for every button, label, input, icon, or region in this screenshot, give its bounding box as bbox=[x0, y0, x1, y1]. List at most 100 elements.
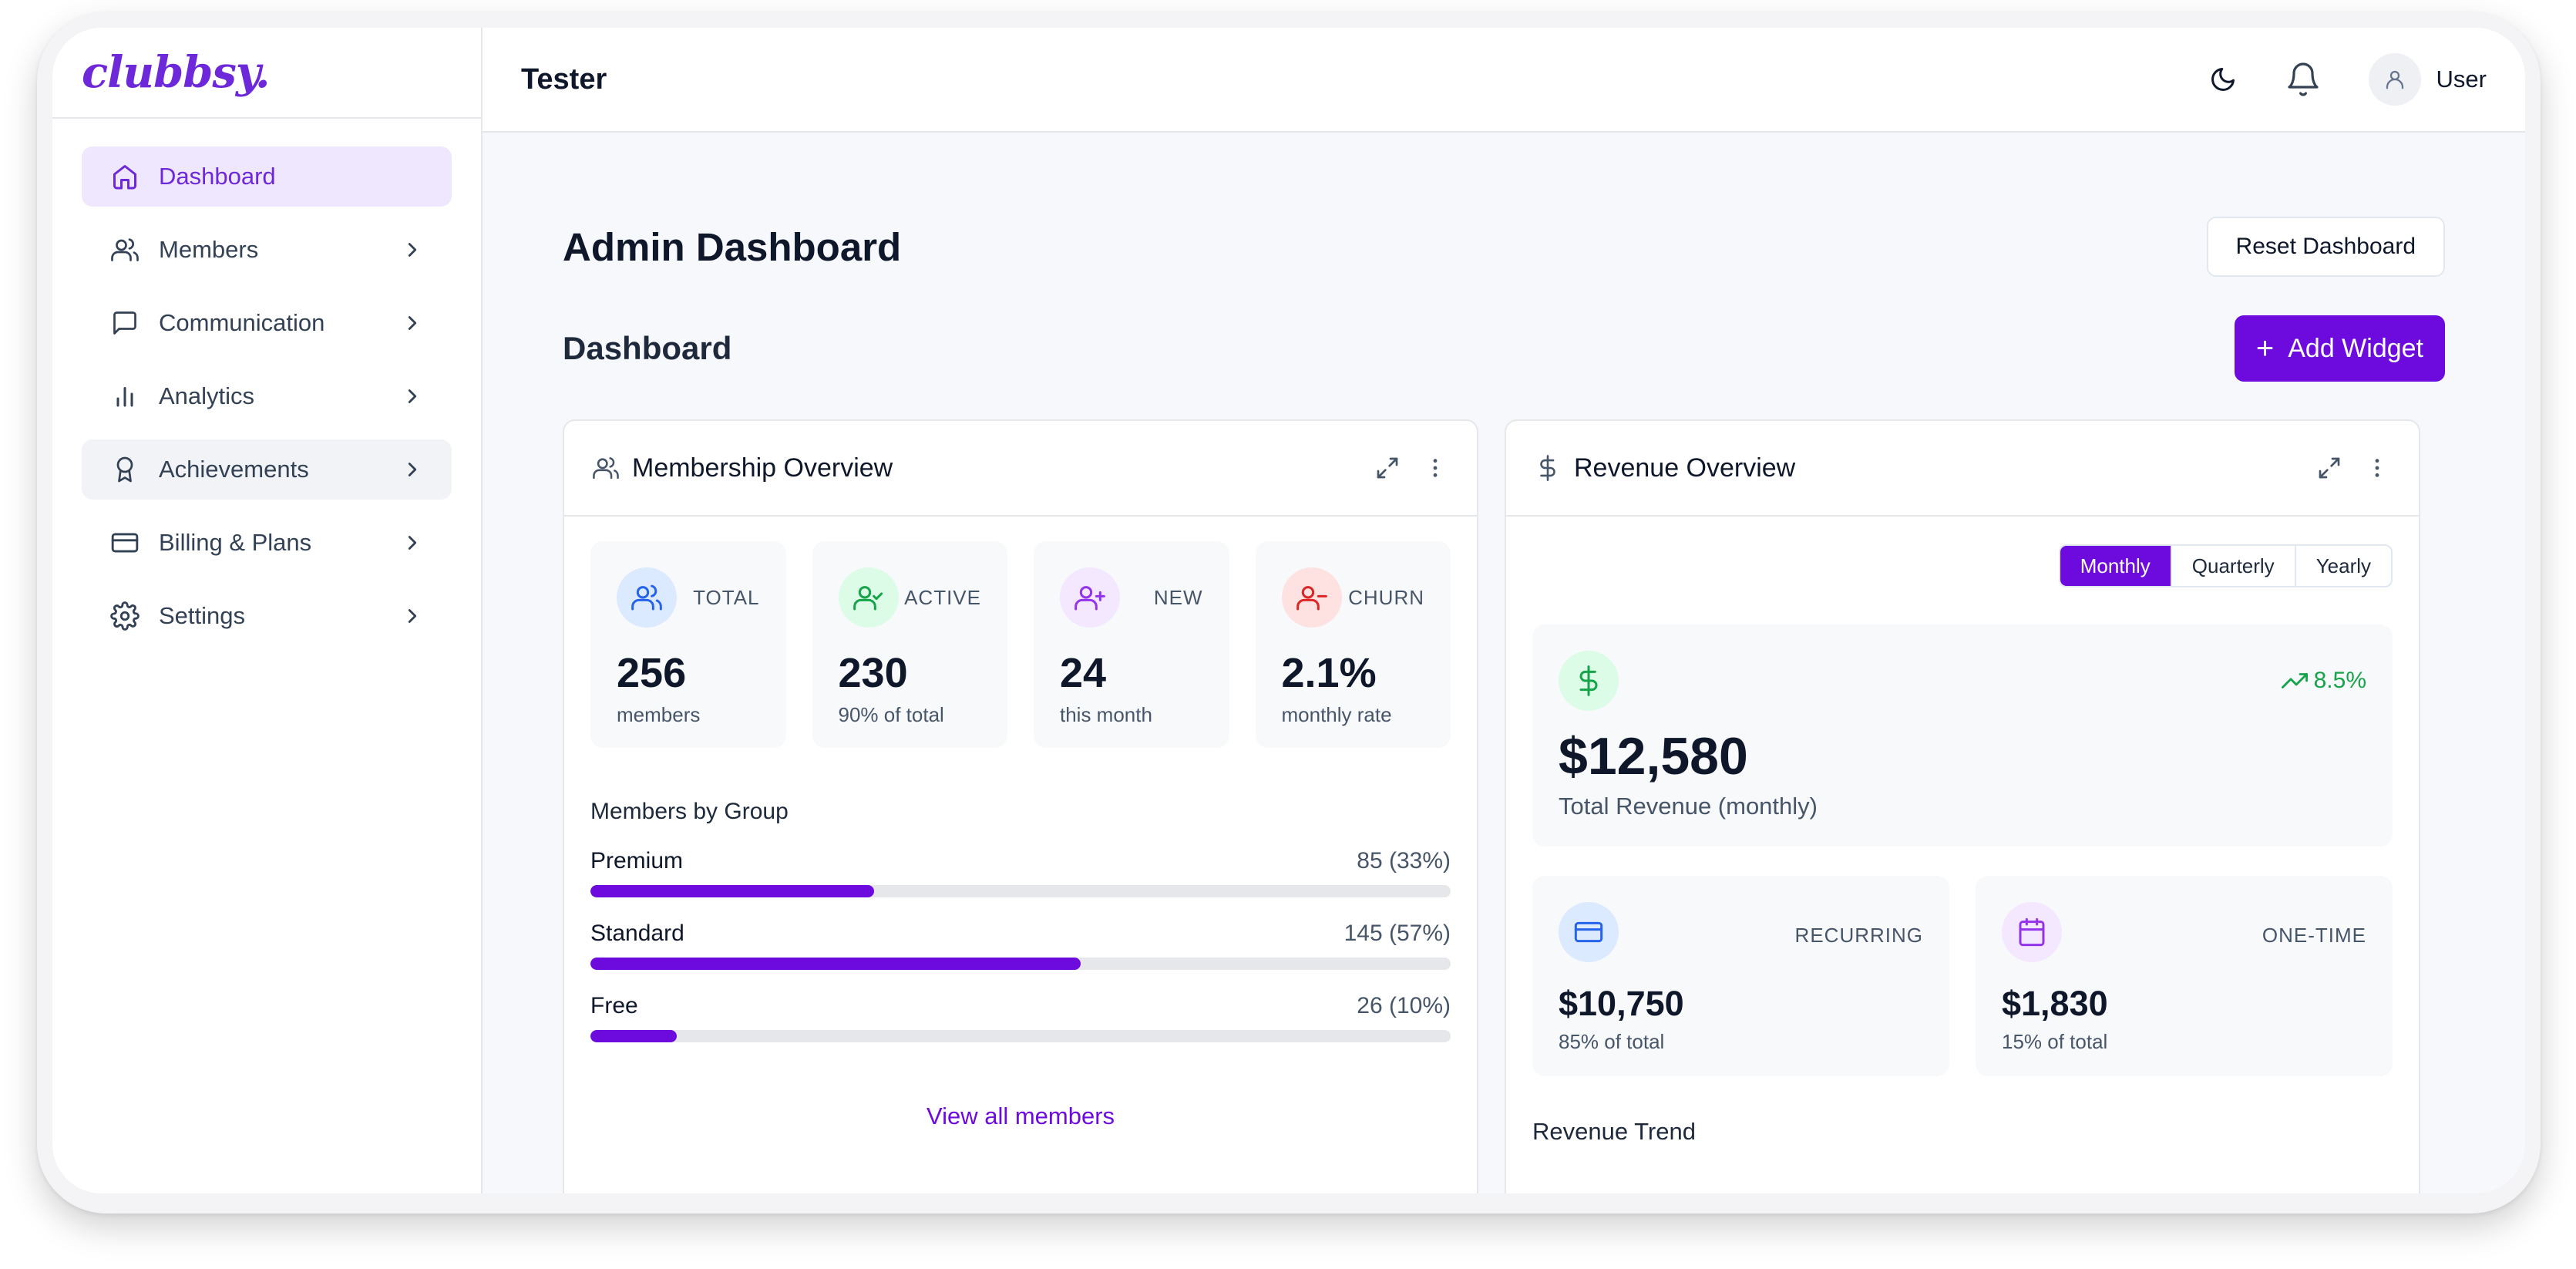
total-revenue-label: Total Revenue (monthly) bbox=[1559, 793, 1818, 820]
groups-title: Members by Group bbox=[590, 799, 789, 824]
sidebar-item-dashboard[interactable]: Dashboard bbox=[82, 146, 452, 207]
group-count: 85 (33%) bbox=[1357, 848, 1451, 873]
group-row: Standard 145 (57%) bbox=[590, 921, 1451, 970]
moon-icon bbox=[2211, 68, 2235, 91]
recurring-revenue-card: RECURRING $10,750 85% of total bbox=[1532, 876, 1949, 1076]
home-icon bbox=[109, 161, 140, 192]
header-title: Tester bbox=[521, 62, 607, 96]
bar-chart-icon bbox=[109, 381, 140, 412]
section-title: Dashboard bbox=[563, 330, 732, 366]
sidebar-item-settings[interactable]: Settings bbox=[82, 586, 452, 646]
trend-value: 8.5% bbox=[2313, 668, 2366, 693]
reset-dashboard-button[interactable]: Reset Dashboard bbox=[2206, 217, 2445, 277]
chevron-right-icon bbox=[408, 389, 417, 403]
logo-area: clubbsy. bbox=[52, 28, 481, 119]
avatar bbox=[2368, 53, 2421, 106]
top-header: Tester User bbox=[483, 28, 2525, 133]
one-time-value: $1,830 bbox=[2002, 984, 2108, 1023]
calendar-icon bbox=[2002, 902, 2062, 962]
revenue-trend-title: Revenue Trend bbox=[1532, 1118, 1696, 1145]
progress-fill bbox=[590, 885, 875, 897]
stat-card-total: TOTAL 256 members bbox=[590, 541, 786, 748]
credit-card-icon bbox=[1559, 902, 1619, 962]
chevron-right-icon bbox=[408, 463, 417, 476]
user-menu[interactable]: User bbox=[2368, 53, 2487, 106]
group-name: Standard bbox=[590, 921, 684, 946]
sidebar-item-communication[interactable]: Communication bbox=[82, 293, 452, 353]
progress-fill bbox=[590, 958, 1081, 970]
theme-toggle-button[interactable] bbox=[2196, 52, 2250, 106]
sidebar-item-analytics[interactable]: Analytics bbox=[82, 366, 452, 426]
sidebar-item-members[interactable]: Members bbox=[82, 220, 452, 280]
sidebar-item-label: Settings bbox=[159, 602, 246, 629]
user-check-icon bbox=[838, 567, 899, 628]
view-all-members-link[interactable]: View all members bbox=[564, 1102, 1477, 1130]
gear-icon bbox=[109, 601, 140, 631]
group-name: Free bbox=[590, 993, 638, 1018]
users-icon bbox=[109, 234, 140, 265]
stat-subtext: 90% of total bbox=[838, 703, 944, 726]
total-revenue-card: 8.5% $12,580 Total Revenue (monthly) bbox=[1532, 624, 2393, 847]
group-count: 26 (10%) bbox=[1357, 993, 1451, 1018]
stat-subtext: members bbox=[617, 703, 701, 726]
members-by-group: Members by Group Premium 85 (33%) Standa… bbox=[590, 799, 1451, 1065]
sidebar-item-label: Communication bbox=[159, 309, 325, 336]
chevron-right-icon bbox=[408, 243, 417, 257]
message-square-icon bbox=[109, 308, 140, 338]
dollar-sign-icon bbox=[1532, 453, 1563, 483]
trending-up-icon bbox=[2281, 673, 2308, 688]
users-icon bbox=[590, 453, 621, 483]
period-monthly[interactable]: Monthly bbox=[2060, 546, 2171, 586]
revenue-breakdown: RECURRING $10,750 85% of total ONE-TIME … bbox=[1532, 876, 2393, 1076]
recurring-label: RECURRING bbox=[1794, 924, 1923, 947]
progress-fill bbox=[590, 1030, 677, 1042]
view-all-label[interactable]: View all members bbox=[926, 1102, 1115, 1129]
users-icon bbox=[617, 567, 677, 628]
chevron-right-icon bbox=[408, 609, 417, 623]
chevron-right-icon bbox=[408, 316, 417, 330]
expand-icon[interactable] bbox=[2314, 453, 2345, 483]
plus-icon: + bbox=[2255, 332, 2275, 365]
widget-title: Membership Overview bbox=[632, 453, 893, 483]
group-row: Premium 85 (33%) bbox=[590, 848, 1451, 897]
stat-card-new: NEW 24 this month bbox=[1034, 541, 1229, 748]
group-count: 145 (57%) bbox=[1343, 921, 1451, 946]
app-window: clubbsy. Dashboard Members Communic bbox=[52, 28, 2525, 1193]
widget-header: Revenue Overview bbox=[1506, 421, 2419, 517]
group-name: Premium bbox=[590, 848, 684, 873]
progress-bar bbox=[590, 885, 1451, 897]
sidebar-item-billing[interactable]: Billing & Plans bbox=[82, 513, 452, 573]
sidebar-item-label: Members bbox=[159, 236, 259, 263]
add-widget-button[interactable]: + Add Widget bbox=[2234, 315, 2445, 382]
stat-label: CHURN bbox=[1348, 585, 1424, 609]
add-widget-label: Add Widget bbox=[2288, 333, 2423, 363]
user-minus-icon bbox=[1281, 567, 1342, 628]
stat-value: 230 bbox=[838, 650, 908, 696]
one-time-revenue-card: ONE-TIME $1,830 15% of total bbox=[1976, 876, 2393, 1076]
sidebar-item-label: Analytics bbox=[159, 382, 255, 409]
widget-header: Membership Overview bbox=[564, 421, 1477, 517]
period-yearly[interactable]: Yearly bbox=[2294, 546, 2391, 586]
recurring-value: $10,750 bbox=[1559, 984, 1684, 1023]
logo[interactable]: clubbsy. bbox=[82, 47, 271, 98]
total-revenue-value: $12,580 bbox=[1559, 727, 1748, 786]
user-plus-icon bbox=[1060, 567, 1120, 628]
revenue-trend-badge: 8.5% bbox=[2281, 668, 2366, 694]
progress-bar bbox=[590, 958, 1451, 970]
sidebar-nav: Dashboard Members Communication bbox=[52, 119, 481, 646]
stat-value: 256 bbox=[617, 650, 687, 696]
stat-card-churn: CHURN 2.1% monthly rate bbox=[1255, 541, 1451, 748]
period-quarterly[interactable]: Quarterly bbox=[2170, 546, 2295, 586]
stat-subtext: this month bbox=[1060, 703, 1152, 726]
stat-value: 2.1% bbox=[1281, 650, 1377, 696]
period-selector: Monthly Quarterly Yearly bbox=[2058, 544, 2393, 587]
expand-icon[interactable] bbox=[1372, 453, 1403, 483]
more-vertical-icon[interactable] bbox=[1420, 453, 1451, 483]
notifications-button[interactable] bbox=[2276, 52, 2330, 106]
sidebar-item-label: Dashboard bbox=[159, 163, 276, 190]
membership-stats: TOTAL 256 members ACTIVE 230 90% of tota… bbox=[590, 541, 1451, 748]
sidebar: clubbsy. Dashboard Members Communic bbox=[52, 28, 483, 1193]
more-vertical-icon[interactable] bbox=[2362, 453, 2393, 483]
sidebar-item-achievements[interactable]: Achievements bbox=[82, 439, 452, 500]
user-name: User bbox=[2436, 66, 2487, 93]
